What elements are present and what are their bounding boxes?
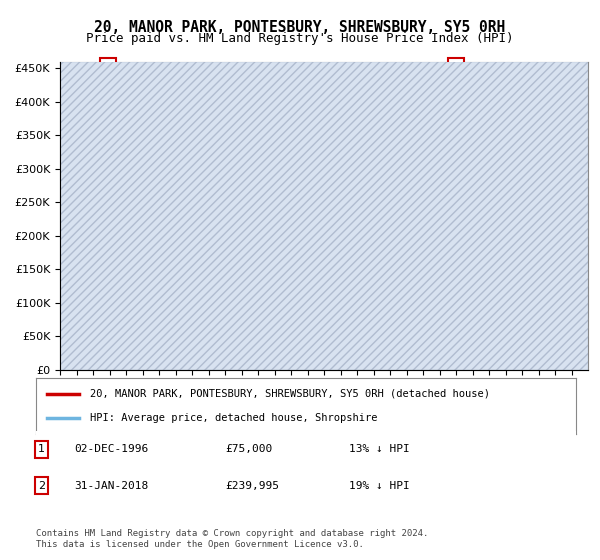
Bar xyxy=(456,62,473,370)
Text: 1: 1 xyxy=(104,62,112,75)
Text: 13% ↓ HPI: 13% ↓ HPI xyxy=(349,445,410,454)
Bar xyxy=(407,62,423,370)
Bar xyxy=(192,62,209,370)
Bar xyxy=(60,62,77,370)
Bar xyxy=(110,62,126,370)
Bar xyxy=(341,62,357,370)
Bar xyxy=(93,62,110,370)
Bar xyxy=(77,62,93,370)
Text: HPI: Average price, detached house, Shropshire: HPI: Average price, detached house, Shro… xyxy=(90,413,377,423)
Bar xyxy=(555,62,571,370)
Text: 2: 2 xyxy=(452,62,460,75)
Text: 19% ↓ HPI: 19% ↓ HPI xyxy=(349,481,410,491)
Text: 20, MANOR PARK, PONTESBURY, SHREWSBURY, SY5 0RH: 20, MANOR PARK, PONTESBURY, SHREWSBURY, … xyxy=(94,20,506,35)
Text: Price paid vs. HM Land Registry's House Price Index (HPI): Price paid vs. HM Land Registry's House … xyxy=(86,32,514,45)
Bar xyxy=(439,62,456,370)
Bar xyxy=(373,62,390,370)
Bar xyxy=(241,62,258,370)
Bar xyxy=(209,62,225,370)
Text: Contains HM Land Registry data © Crown copyright and database right 2024.
This d: Contains HM Land Registry data © Crown c… xyxy=(36,529,428,549)
Point xyxy=(451,204,461,213)
Bar xyxy=(275,62,291,370)
Point xyxy=(103,315,113,324)
Bar xyxy=(225,62,241,370)
Text: 31-JAN-2018: 31-JAN-2018 xyxy=(74,481,148,491)
Text: 1: 1 xyxy=(38,445,45,454)
Bar xyxy=(324,62,341,370)
Bar xyxy=(143,62,159,370)
Text: £239,995: £239,995 xyxy=(225,481,279,491)
Bar xyxy=(176,62,192,370)
Text: 20, MANOR PARK, PONTESBURY, SHREWSBURY, SY5 0RH (detached house): 20, MANOR PARK, PONTESBURY, SHREWSBURY, … xyxy=(90,389,490,399)
Text: 2: 2 xyxy=(38,481,45,491)
Bar xyxy=(126,62,143,370)
Bar xyxy=(159,62,176,370)
Bar xyxy=(539,62,555,370)
Text: 02-DEC-1996: 02-DEC-1996 xyxy=(74,445,148,454)
Bar xyxy=(291,62,308,370)
Bar xyxy=(489,62,505,370)
Bar xyxy=(571,62,588,370)
Text: £75,000: £75,000 xyxy=(225,445,272,454)
Bar xyxy=(473,62,489,370)
Bar xyxy=(522,62,539,370)
Bar xyxy=(308,62,324,370)
Bar xyxy=(423,62,439,370)
Bar xyxy=(505,62,522,370)
Bar xyxy=(390,62,407,370)
Bar xyxy=(258,62,275,370)
Bar xyxy=(357,62,373,370)
